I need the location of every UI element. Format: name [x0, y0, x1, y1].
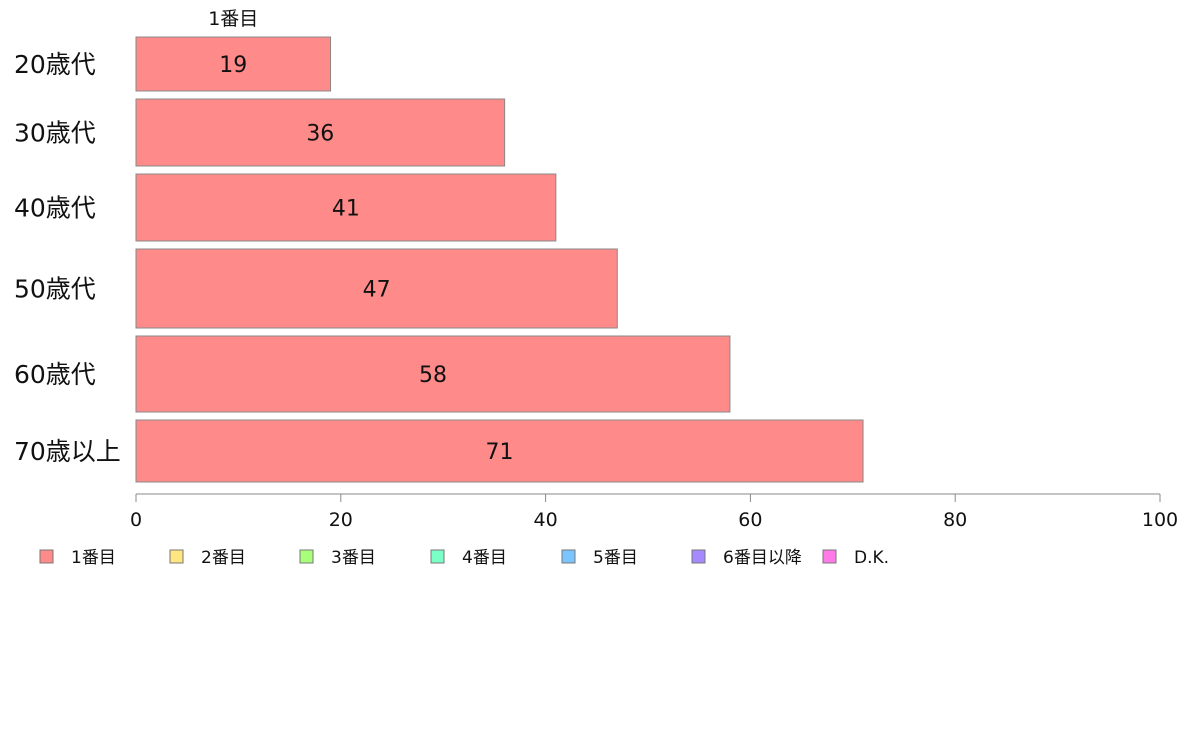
bar-value-label: 19	[219, 53, 247, 78]
x-axis: 0 20 40 60 80 100	[130, 493, 1178, 531]
bar	[135, 36, 332, 92]
legend-swatch	[691, 549, 706, 564]
bar	[135, 248, 618, 329]
bar	[135, 419, 864, 483]
legend-label: 4番目	[462, 548, 507, 568]
legend: 1番目 2番目 3番目 4番目 5番目 6番目以降 D.K.	[39, 548, 889, 568]
legend-label: 6番目以降	[723, 548, 802, 568]
legend-label: D.K.	[854, 548, 889, 568]
legend-swatch	[39, 549, 54, 564]
legend-swatch	[822, 549, 837, 564]
x-tick-label: 40	[534, 509, 558, 531]
x-tick-label: 20	[329, 509, 353, 531]
series-top-label: 1番目	[208, 8, 258, 30]
bar-value-label: 71	[486, 440, 514, 465]
bar-value-label: 41	[332, 197, 360, 222]
category-label: 50歳代	[14, 275, 96, 304]
bar-value-label: 58	[419, 363, 447, 388]
x-tick-label: 80	[943, 509, 967, 531]
x-tick-label: 60	[738, 509, 762, 531]
category-label: 60歳代	[14, 360, 96, 389]
bar-value-label: 36	[306, 122, 334, 147]
bars-layer: 1番目 20歳代 19 30歳代 36 40歳代 41 50歳代 47 60歳代 58 70歳以上 71	[14, 8, 864, 483]
category-label: 40歳代	[14, 194, 96, 223]
x-tick-label: 100	[1142, 509, 1178, 531]
bar	[135, 173, 557, 242]
x-tick-label: 0	[130, 509, 142, 531]
legend-swatch	[169, 549, 184, 564]
category-label: 70歳以上	[14, 437, 121, 466]
legend-label: 3番目	[331, 548, 376, 568]
legend-label: 5番目	[593, 548, 638, 568]
legend-swatch	[561, 549, 576, 564]
category-label: 20歳代	[14, 50, 96, 79]
category-label: 30歳代	[14, 119, 96, 148]
legend-label: 1番目	[71, 548, 116, 568]
bar	[135, 98, 506, 167]
legend-label: 2番目	[201, 548, 246, 568]
bar	[135, 335, 731, 413]
bar-value-label: 47	[363, 278, 391, 303]
legend-swatch	[299, 549, 314, 564]
legend-swatch	[430, 549, 445, 564]
